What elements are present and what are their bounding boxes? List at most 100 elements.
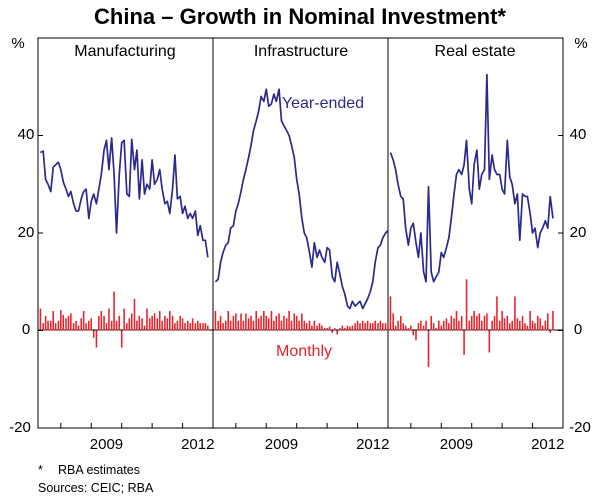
real-estate-monthly-bar-47 bbox=[508, 323, 511, 331]
real-estate-monthly-bar-43 bbox=[498, 320, 501, 331]
infrastructure-monthly-bar-25 bbox=[278, 313, 280, 331]
real-estate-monthly-bar-44 bbox=[501, 311, 503, 331]
manufacturing-monthly-bar-12 bbox=[70, 313, 72, 331]
manufacturing-monthly-bar-45 bbox=[153, 313, 156, 331]
infrastructure-monthly-bar-23 bbox=[273, 320, 275, 331]
manufacturing-monthly-bar-66 bbox=[207, 325, 209, 331]
infrastructure-monthly-bar-9 bbox=[237, 320, 240, 331]
real-estate-monthly-bar-61 bbox=[544, 320, 547, 331]
infrastructure-monthly-bar-27 bbox=[283, 315, 285, 331]
infrastructure-monthly-bar-63 bbox=[374, 320, 376, 331]
infrastructure-monthly-bar-6 bbox=[229, 320, 232, 331]
infrastructure-monthly-bar-20 bbox=[265, 315, 268, 331]
manufacturing-monthly-bar-7 bbox=[57, 320, 60, 331]
infrastructure-monthly-bar-52 bbox=[346, 325, 349, 331]
infrastructure-year-ended-line bbox=[214, 88, 389, 310]
manufacturing-year-ended-line bbox=[40, 137, 209, 258]
real-estate-monthly-bar-7 bbox=[407, 328, 410, 331]
manufacturing-monthly-bar-23 bbox=[98, 315, 100, 331]
real-estate-monthly-bar-28 bbox=[460, 315, 463, 331]
manufacturing-monthly-bar-55 bbox=[179, 315, 181, 331]
infrastructure-monthly-bar-7 bbox=[232, 315, 235, 331]
real-estate-monthly-bar-30 bbox=[465, 279, 468, 331]
manufacturing-monthly-bar-2 bbox=[44, 315, 47, 331]
real-estate-monthly-bar-17 bbox=[432, 323, 435, 331]
panel-title-infrastructure: Infrastructure bbox=[254, 43, 348, 60]
manufacturing-monthly-bar-21 bbox=[92, 330, 95, 338]
manufacturing-monthly-bar-40 bbox=[141, 318, 143, 331]
infrastructure-monthly-bar-57 bbox=[359, 323, 361, 331]
infrastructure-monthly-bar-35 bbox=[303, 320, 306, 331]
manufacturing-x-tick-2009: 2009 bbox=[90, 436, 123, 453]
manufacturing-monthly-bar-49 bbox=[164, 315, 166, 331]
real-estate-monthly-bar-20 bbox=[440, 325, 443, 331]
manufacturing-monthly-bar-14 bbox=[75, 320, 77, 331]
real-estate-monthly-bar-54 bbox=[526, 325, 529, 331]
real-estate-monthly-bar-45 bbox=[503, 318, 506, 331]
infrastructure-monthly-bar-40 bbox=[316, 325, 318, 331]
real-estate-monthly-bar-21 bbox=[442, 320, 445, 331]
real-estate-monthly-bar-60 bbox=[541, 325, 544, 331]
infrastructure-monthly-bar-60 bbox=[366, 320, 369, 331]
manufacturing-monthly-bar-1 bbox=[42, 323, 44, 331]
infrastructure-monthly-bar-32 bbox=[295, 315, 298, 331]
manufacturing-monthly-bar-61 bbox=[194, 323, 197, 331]
real-estate-monthly-bar-59 bbox=[539, 318, 541, 331]
infrastructure-monthly-bar-12 bbox=[245, 313, 247, 331]
infrastructure-monthly-bar-42 bbox=[321, 325, 323, 331]
manufacturing-monthly-bar-16 bbox=[80, 318, 82, 331]
manufacturing-monthly-bar-8 bbox=[60, 310, 62, 331]
infrastructure-monthly-bar-41 bbox=[318, 323, 321, 331]
infrastructure-monthly-bar-33 bbox=[298, 320, 300, 331]
real-estate-monthly-bar-16 bbox=[430, 315, 432, 331]
y-tick-right-0: 0 bbox=[574, 321, 582, 338]
manufacturing-monthly-bar-60 bbox=[191, 318, 194, 331]
manufacturing-monthly-bar-56 bbox=[181, 318, 184, 331]
manufacturing-monthly-bar-24 bbox=[100, 311, 103, 331]
infrastructure-x-tick-2012: 2012 bbox=[356, 436, 389, 453]
real-estate-monthly-bar-0 bbox=[389, 296, 392, 331]
manufacturing-monthly-bar-15 bbox=[77, 325, 80, 331]
infrastructure-monthly-bar-36 bbox=[305, 323, 308, 331]
infrastructure-monthly-bar-46 bbox=[331, 330, 334, 333]
real-estate-x-tick-2009: 2009 bbox=[440, 436, 473, 453]
real-estate-monthly-bar-39 bbox=[488, 330, 491, 353]
infrastructure-monthly-bar-66 bbox=[382, 323, 384, 331]
infrastructure-monthly-bar-67 bbox=[384, 323, 387, 331]
manufacturing-monthly-bar-64 bbox=[202, 323, 204, 331]
infrastructure-monthly-bar-45 bbox=[328, 326, 331, 331]
manufacturing-monthly-bar-22 bbox=[95, 330, 98, 348]
manufacturing-monthly-bar-42 bbox=[146, 308, 148, 331]
infrastructure-monthly-bar-31 bbox=[293, 313, 296, 331]
infrastructure-monthly-bar-56 bbox=[356, 320, 359, 331]
real-estate-monthly-bar-37 bbox=[483, 315, 486, 331]
infrastructure-monthly-bar-13 bbox=[247, 318, 250, 331]
infrastructure-x-tick-2009: 2009 bbox=[265, 436, 298, 453]
manufacturing-monthly-bar-59 bbox=[189, 323, 191, 331]
manufacturing-monthly-bar-48 bbox=[161, 320, 163, 331]
real-estate-monthly-bar-10 bbox=[415, 330, 417, 341]
real-estate-year-ended-line bbox=[389, 73, 554, 283]
manufacturing-monthly-bar-65 bbox=[204, 323, 207, 331]
y-axis-left: 40 20 0 -20 bbox=[9, 126, 34, 436]
infrastructure-monthly-bar-39 bbox=[313, 320, 316, 331]
infrastructure-monthly-bar-0 bbox=[214, 311, 217, 331]
manufacturing-monthly-bar-50 bbox=[166, 318, 169, 331]
real-estate-monthly-bar-2 bbox=[394, 325, 397, 331]
real-estate-monthly-bar-33 bbox=[473, 311, 475, 331]
manufacturing-monthly-bar-63 bbox=[199, 323, 201, 331]
manufacturing-monthly-bar-19 bbox=[88, 320, 90, 331]
infrastructure-monthly-bar-58 bbox=[361, 320, 364, 331]
manufacturing-monthly-bar-36 bbox=[130, 313, 133, 331]
infrastructure-monthly-bar-43 bbox=[323, 328, 326, 331]
manufacturing-monthly-bar-34 bbox=[126, 323, 128, 331]
infrastructure-monthly-bar-68 bbox=[387, 323, 389, 331]
real-estate-monthly-bar-52 bbox=[521, 315, 524, 331]
manufacturing-monthly-bar-47 bbox=[158, 311, 161, 331]
real-estate-monthly-bar-29 bbox=[463, 330, 465, 355]
real-estate-monthly-bar-51 bbox=[519, 320, 521, 331]
real-estate-monthly-bar-49 bbox=[514, 296, 516, 331]
y-tick-left-40: 40 bbox=[18, 126, 35, 143]
real-estate-monthly-bar-53 bbox=[524, 323, 526, 331]
